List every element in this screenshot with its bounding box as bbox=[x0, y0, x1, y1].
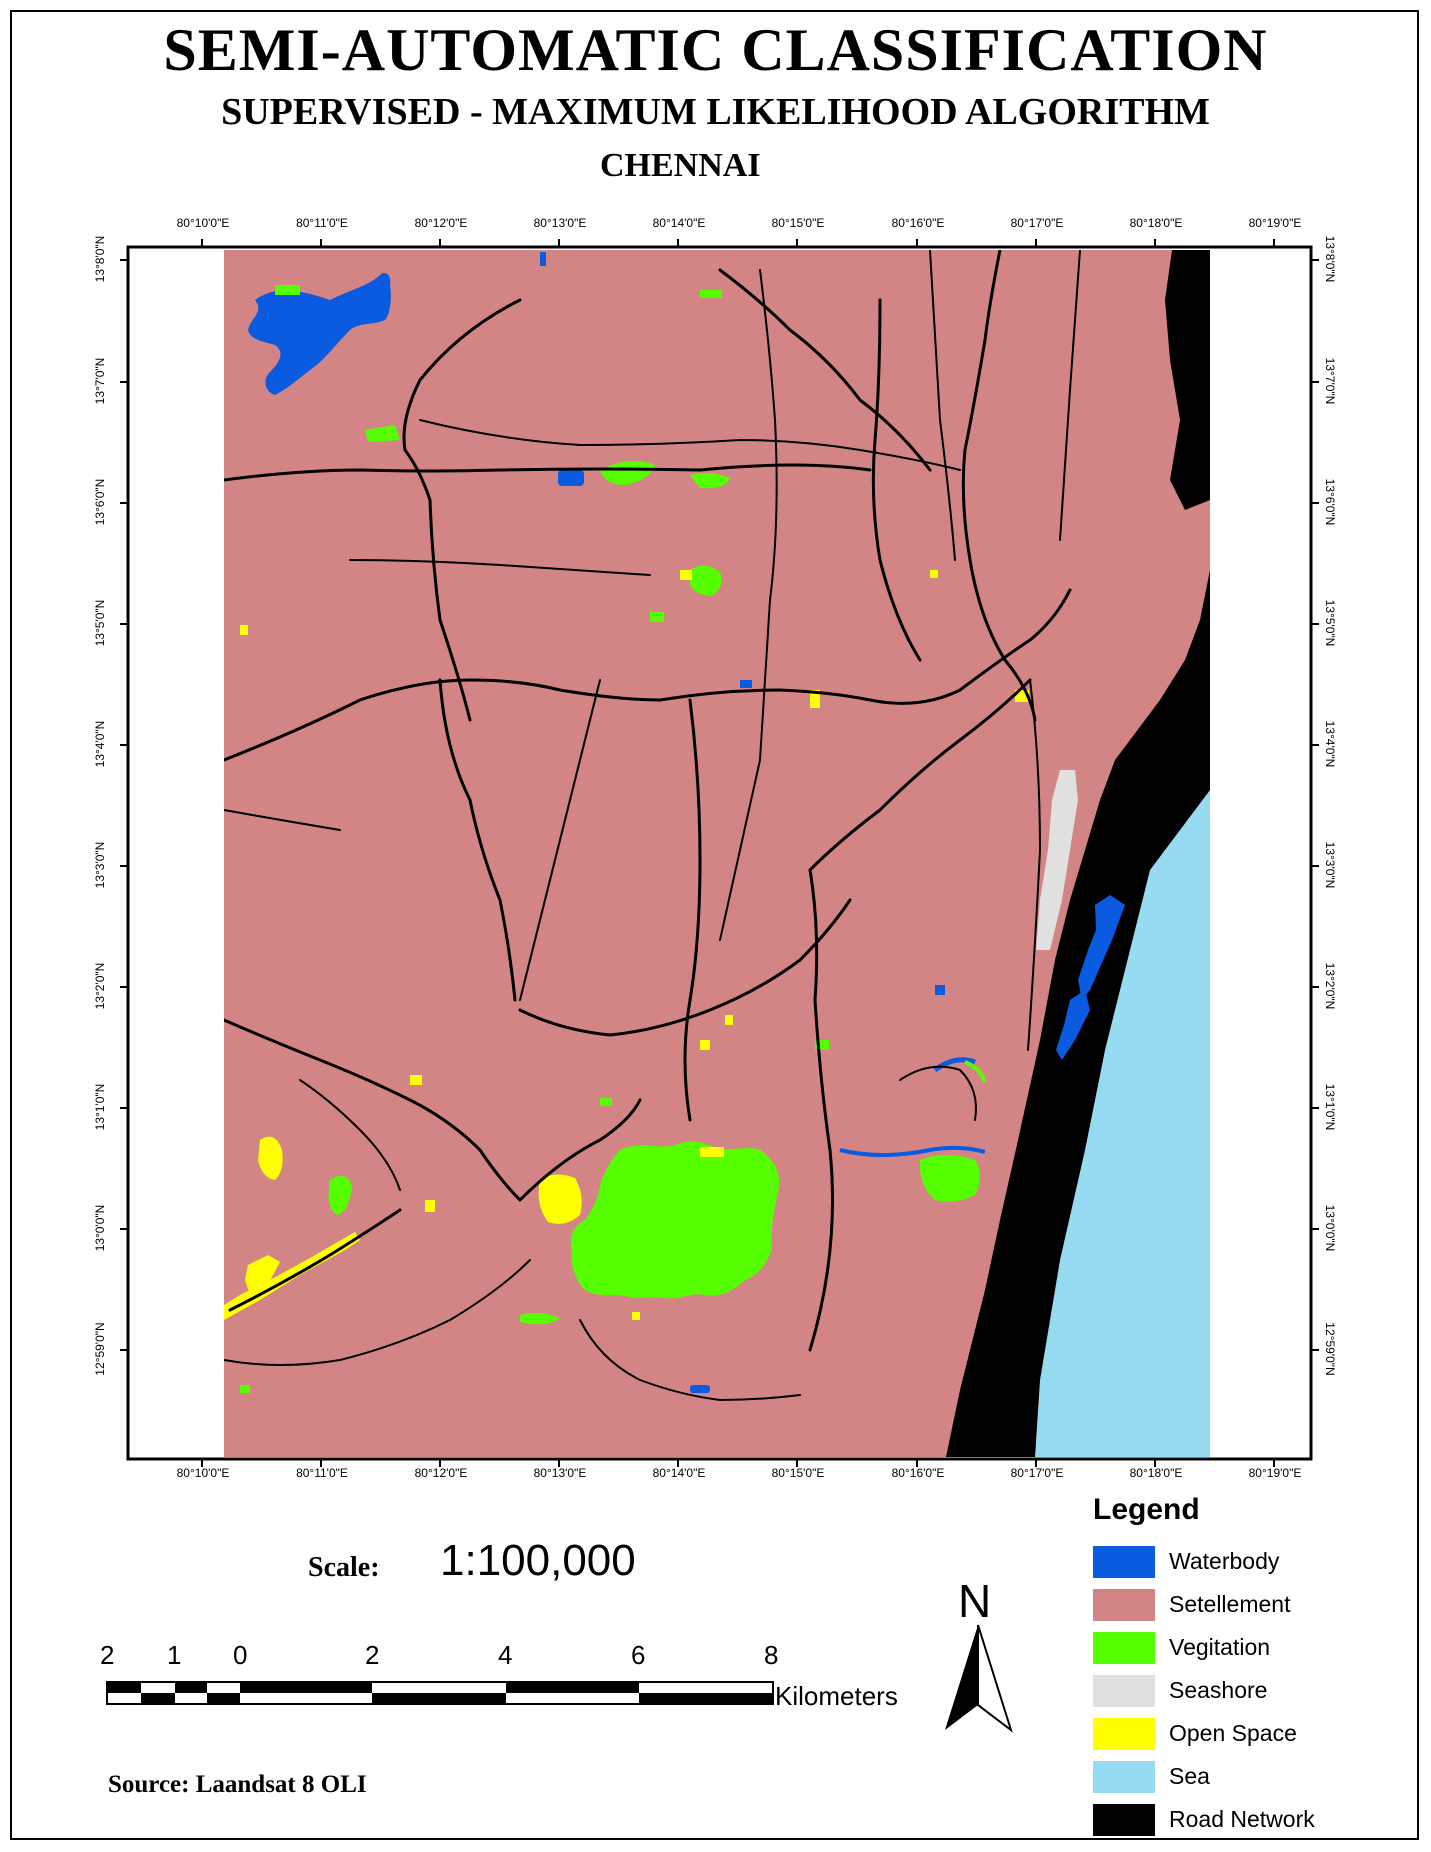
classified-raster[interactable] bbox=[224, 250, 1210, 1457]
scalebar-number: 2 bbox=[100, 1640, 115, 1670]
tick-label: 80°10'0"E bbox=[176, 1466, 230, 1480]
map-subtitle: SUPERVISED - MAXIMUM LIKELIHOOD ALGORITH… bbox=[221, 91, 1210, 133]
legend-swatch bbox=[1093, 1761, 1155, 1793]
legend-item-open-space: Open Space bbox=[1093, 1718, 1423, 1752]
legend-item-road-network: Road Network bbox=[1093, 1804, 1423, 1838]
legend-label: Open Space bbox=[1169, 1720, 1297, 1746]
tick-label: 13°6'0"N bbox=[93, 478, 107, 526]
legend-item-settlement: Setellement bbox=[1093, 1589, 1423, 1623]
tick-label: 13°8'0"N bbox=[1323, 235, 1337, 283]
tick-label: 80°10'0"E bbox=[176, 216, 230, 230]
scalebar-number: 2 bbox=[365, 1640, 380, 1670]
tick-label: 13°4'0"N bbox=[1323, 720, 1337, 768]
sea-area bbox=[1035, 790, 1210, 1457]
legend-label: Road Network bbox=[1169, 1806, 1315, 1832]
tick-label: 80°16'0"E bbox=[891, 216, 945, 230]
tick-label: 13°1'0"N bbox=[1323, 1083, 1337, 1131]
tick-label: 80°13'0"E bbox=[533, 1466, 587, 1480]
tick-label: 80°17'0"E bbox=[1010, 216, 1064, 230]
tick-label: 80°15'0"E bbox=[771, 1466, 825, 1480]
tick-label: 13°0'0"N bbox=[93, 1204, 107, 1252]
graticule-ticks bbox=[120, 239, 1319, 1467]
tick-label: 13°2'0"N bbox=[1323, 962, 1337, 1010]
source-credit: Source: Laandsat 8 OLI bbox=[108, 1771, 367, 1798]
tick-label: 13°5'0"N bbox=[1323, 599, 1337, 647]
legend-label: Seashore bbox=[1169, 1677, 1268, 1703]
scale-value: 1:100,000 bbox=[440, 1536, 636, 1585]
scalebar-number: 6 bbox=[631, 1640, 646, 1670]
tick-label: 13°2'0"N bbox=[93, 962, 107, 1010]
scalebar-units: Kilometers bbox=[775, 1681, 898, 1711]
map-place-name: CHENNAI bbox=[600, 147, 761, 184]
tick-label: 13°8'0"N bbox=[93, 235, 107, 283]
tick-label: 80°15'0"E bbox=[771, 216, 825, 230]
tick-label: 12°59'0"N bbox=[93, 1322, 107, 1376]
legend-swatch bbox=[1093, 1718, 1155, 1750]
tick-label: 12°59'0"N bbox=[1323, 1322, 1337, 1376]
road-lines bbox=[224, 250, 1081, 1402]
coastal-road-network-strip bbox=[946, 250, 1210, 1457]
vegetation-areas bbox=[240, 285, 987, 1393]
legend-label: Waterbody bbox=[1169, 1548, 1280, 1574]
scalebar-number: 4 bbox=[498, 1640, 513, 1670]
scalebar-number: 0 bbox=[233, 1640, 248, 1670]
tick-label: 80°11'0"E bbox=[296, 216, 348, 230]
tick-label: 13°4'0"N bbox=[93, 720, 107, 768]
waterbody-areas bbox=[248, 252, 1125, 1393]
tick-label: 80°12'0"E bbox=[414, 216, 468, 230]
legend-item-sea: Sea bbox=[1093, 1761, 1423, 1795]
map-title: SEMI-AUTOMATIC CLASSIFICATION bbox=[163, 17, 1268, 83]
legend-swatch bbox=[1093, 1675, 1155, 1707]
tick-label: 80°18'0"E bbox=[1129, 1466, 1183, 1480]
legend-label: Setellement bbox=[1169, 1591, 1291, 1617]
tick-label: 80°14'0"E bbox=[652, 216, 706, 230]
legend-swatch bbox=[1093, 1632, 1155, 1664]
legend-item-waterbody: Waterbody bbox=[1093, 1546, 1423, 1580]
legend-item-seashore: Seashore bbox=[1093, 1675, 1423, 1709]
tick-label: 13°7'0"N bbox=[93, 357, 107, 405]
tick-label: 13°5'0"N bbox=[93, 599, 107, 647]
tick-label: 80°16'0"E bbox=[891, 1466, 945, 1480]
north-label: N bbox=[958, 1575, 992, 1627]
tick-label: 80°13'0"E bbox=[533, 216, 587, 230]
seashore-area bbox=[1036, 770, 1078, 950]
tick-label: 80°17'0"E bbox=[1010, 1466, 1064, 1480]
tick-label: 80°12'0"E bbox=[414, 1466, 468, 1480]
tick-label: 80°11'0"E bbox=[296, 1466, 348, 1480]
tick-label: 13°0'0"N bbox=[1323, 1204, 1337, 1252]
legend-swatch bbox=[1093, 1546, 1155, 1578]
legend-swatch bbox=[1093, 1589, 1155, 1621]
tick-label: 13°6'0"N bbox=[1323, 478, 1337, 526]
legend-swatch bbox=[1093, 1804, 1155, 1836]
north-arrow-icon bbox=[945, 1624, 1013, 1733]
legend-item-vegetation: Vegitation bbox=[1093, 1632, 1423, 1666]
tick-label: 80°14'0"E bbox=[652, 1466, 706, 1480]
scalebar-number: 1 bbox=[167, 1640, 182, 1670]
legend-title: Legend bbox=[1093, 1493, 1200, 1526]
legend-label: Sea bbox=[1169, 1763, 1210, 1789]
tick-label: 13°1'0"N bbox=[93, 1083, 107, 1131]
tick-label: 80°18'0"E bbox=[1129, 216, 1183, 230]
tick-label: 80°19'0"E bbox=[1248, 216, 1302, 230]
scale-label: Scale: bbox=[308, 1552, 380, 1583]
legend-label: Vegitation bbox=[1169, 1634, 1271, 1660]
scale-bar bbox=[106, 1681, 774, 1705]
tick-label: 13°3'0"N bbox=[93, 841, 107, 889]
tick-label: 13°7'0"N bbox=[1323, 357, 1337, 405]
tick-label: 80°19'0"E bbox=[1248, 1466, 1302, 1480]
scalebar-number: 8 bbox=[764, 1640, 779, 1670]
tick-label: 13°3'0"N bbox=[1323, 841, 1337, 889]
page-frame bbox=[10, 10, 1419, 1840]
